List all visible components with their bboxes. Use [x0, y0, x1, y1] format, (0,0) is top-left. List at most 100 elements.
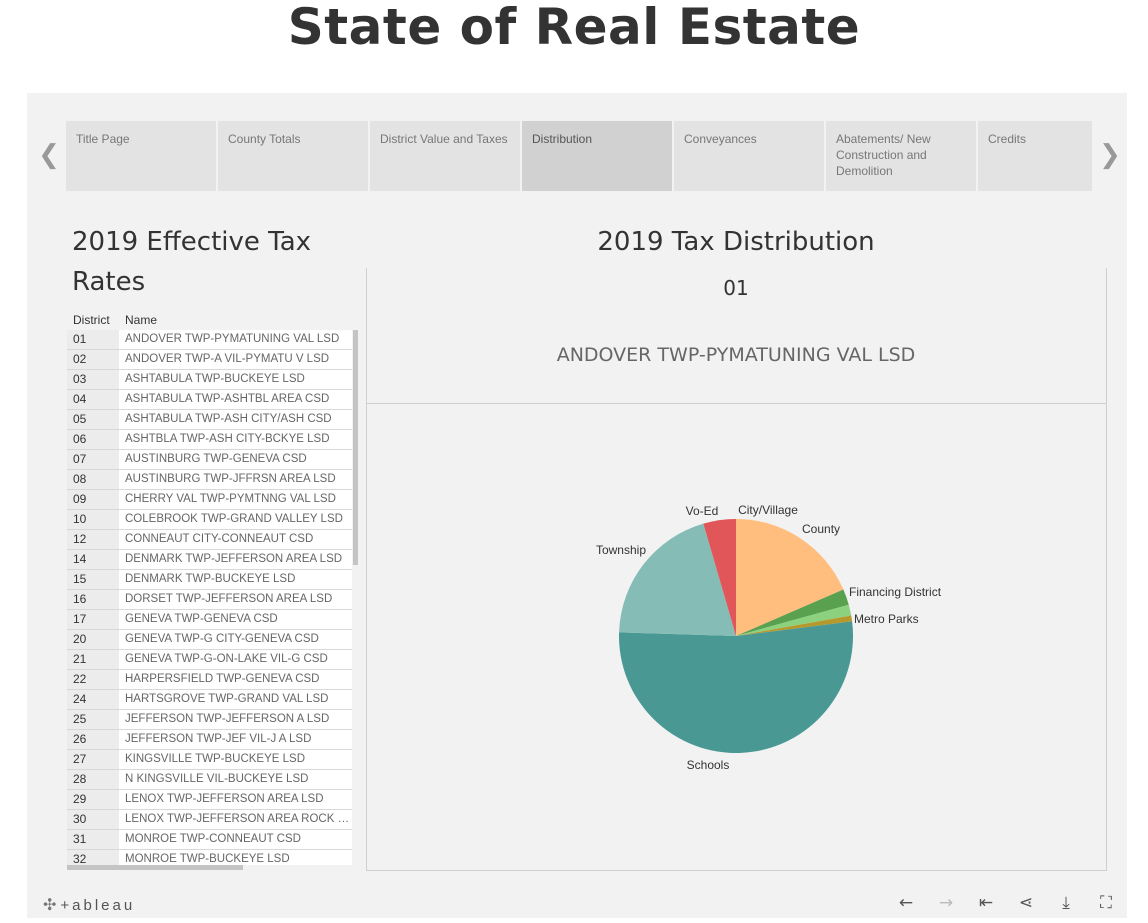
district-code-cell: 27 [67, 750, 119, 769]
pie-slice-metro-parks[interactable] [736, 604, 852, 636]
table-row[interactable]: 15 DENMARK TWP-BUCKEYE LSD [67, 570, 352, 590]
column-header-name: Name [125, 313, 158, 327]
district-code-cell: 08 [67, 470, 119, 489]
pie-slice-township[interactable] [619, 523, 736, 636]
pie-label: Schools [687, 758, 730, 772]
chevron-left-icon[interactable]: ❮ [38, 140, 60, 170]
table-row[interactable]: 25 JEFFERSON TWP-JEFFERSON A LSD [67, 710, 352, 730]
district-name-cell: CONNEAUT CITY-CONNEAUT CSD [125, 533, 314, 545]
selected-district-name: ANDOVER TWP-PYMATUNING VAL LSD [556, 344, 916, 366]
horizontal-scrollbar[interactable] [67, 865, 243, 870]
district-code-cell: 12 [67, 530, 119, 549]
chevron-right-icon[interactable]: ❯ [1099, 140, 1121, 170]
table-row[interactable]: 24 HARTSGROVE TWP-GRAND VAL LSD [67, 690, 352, 710]
story-nav-tabs: Title Page County Totals District Value … [66, 121, 1092, 191]
table-row[interactable]: 26 JEFFERSON TWP-JEF VIL-J A LSD [67, 730, 352, 750]
district-code-cell: 26 [67, 730, 119, 749]
panel-divider [366, 403, 1107, 404]
table-row[interactable]: 16 DORSET TWP-JEFFERSON AREA LSD [67, 590, 352, 610]
pie-label: Township [596, 543, 646, 557]
district-name-cell: LENOX TWP-JEFFERSON AREA LSD [125, 793, 324, 805]
district-code-cell: 16 [67, 590, 119, 609]
district-name-cell: DENMARK TWP-JEFFERSON AREA LSD [125, 553, 343, 565]
table-row[interactable]: 06 ASHTBLA TWP-ASH CITY-BCKYE LSD [67, 430, 352, 450]
table-row[interactable]: 08 AUSTINBURG TWP-JFFRSN AREA LSD [67, 470, 352, 490]
district-code-cell: 22 [67, 670, 119, 689]
table-row[interactable]: 07 AUSTINBURG TWP-GENEVA CSD [67, 450, 352, 470]
revert-icon[interactable]: ⇤ [978, 893, 994, 913]
district-name-cell: JEFFERSON TWP-JEFFERSON A LSD [125, 713, 330, 725]
tab-conveyances[interactable]: Conveyances [674, 121, 824, 191]
district-code-cell: 05 [67, 410, 119, 429]
rates-table: 01 ANDOVER TWP-PYMATUNING VAL LSD 02 ANDOVE… [67, 330, 352, 865]
tab-county-totals[interactable]: County Totals [218, 121, 368, 191]
pie-slice-other[interactable] [736, 615, 853, 636]
district-name-cell: KINGSVILLE TWP-BUCKEYE LSD [125, 753, 306, 765]
district-name-cell: ASHTBLA TWP-ASH CITY-BCKYE LSD [125, 433, 330, 445]
table-row[interactable]: 29 LENOX TWP-JEFFERSON AREA LSD [67, 790, 352, 810]
district-name-cell: DENMARK TWP-BUCKEYE LSD [125, 573, 296, 585]
district-name-cell: ASHTABULA TWP-BUCKEYE LSD [125, 373, 305, 385]
district-name-cell: GENEVA TWP-G-ON-LAKE VIL-G CSD [125, 653, 328, 665]
district-code-cell: 04 [67, 390, 119, 409]
district-name-cell: COLEBROOK TWP-GRAND VALLEY LSD [125, 513, 343, 525]
tab-credits[interactable]: Credits [978, 121, 1092, 191]
fullscreen-icon[interactable]: ⛶ [1100, 893, 1112, 913]
table-row[interactable]: 12 CONNEAUT CITY-CONNEAUT CSD [67, 530, 352, 550]
distribution-title: 2019 Tax Distribution [597, 227, 875, 257]
pie-slice-financing-district[interactable] [736, 589, 849, 636]
table-row[interactable]: 04 ASHTABULA TWP-ASHTBL AREA CSD [67, 390, 352, 410]
download-icon[interactable]: ⤓ [1062, 893, 1070, 913]
pie-label: Metro Parks [854, 612, 919, 626]
undo-icon[interactable]: ← [898, 893, 914, 913]
table-row[interactable]: 22 HARPERSFIELD TWP-GENEVA CSD [67, 670, 352, 690]
page-title: State of Real Estate [287, 0, 861, 56]
column-header-district: District [73, 313, 110, 327]
table-row[interactable]: 30 LENOX TWP-JEFFERSON AREA ROCK C.. [67, 810, 352, 830]
district-name-cell: N KINGSVILLE VIL-BUCKEYE LSD [125, 773, 309, 785]
district-code-cell: 10 [67, 510, 119, 529]
table-row[interactable]: 21 GENEVA TWP-G-ON-LAKE VIL-G CSD [67, 650, 352, 670]
pie-slice-vo-ed[interactable] [703, 519, 736, 636]
table-row[interactable]: 09 CHERRY VAL TWP-PYMTNNG VAL LSD [67, 490, 352, 510]
panel-border-right [1106, 268, 1107, 871]
table-row[interactable]: 03 ASHTABULA TWP-BUCKEYE LSD [67, 370, 352, 390]
district-code-cell: 01 [67, 330, 119, 349]
selected-district-code: 01 [723, 276, 749, 300]
pie-slice-county[interactable] [736, 519, 844, 636]
rates-title: 2019 Effective Tax Rates [72, 227, 312, 297]
district-name-cell: AUSTINBURG TWP-JFFRSN AREA LSD [125, 473, 336, 485]
table-row[interactable]: 20 GENEVA TWP-G CITY-GENEVA CSD [67, 630, 352, 650]
table-row[interactable]: 01 ANDOVER TWP-PYMATUNING VAL LSD [67, 330, 352, 350]
district-name-cell: DORSET TWP-JEFFERSON AREA LSD [125, 593, 333, 605]
tab-distribution[interactable]: Distribution [522, 121, 672, 191]
vertical-scrollbar[interactable] [353, 330, 358, 565]
district-name-cell: ANDOVER TWP-A VIL-PYMATU V LSD [125, 353, 330, 365]
table-row[interactable]: 32 MONROE TWP-BUCKEYE LSD [67, 850, 352, 865]
tableau-logo-icon[interactable]: ✣ +ableau [43, 897, 136, 914]
share-icon[interactable]: ⋖ [1018, 893, 1034, 913]
table-row[interactable]: 10 COLEBROOK TWP-GRAND VALLEY LSD [67, 510, 352, 530]
district-code-cell: 20 [67, 630, 119, 649]
table-row[interactable]: 31 MONROE TWP-CONNEAUT CSD [67, 830, 352, 850]
district-name-cell: LENOX TWP-JEFFERSON AREA ROCK C.. [125, 813, 352, 825]
district-name-cell: AUSTINBURG TWP-GENEVA CSD [125, 453, 307, 465]
redo-icon[interactable]: → [938, 893, 954, 913]
district-code-cell: 25 [67, 710, 119, 729]
district-code-cell: 29 [67, 790, 119, 809]
district-name-cell: HARTSGROVE TWP-GRAND VAL LSD [125, 693, 329, 705]
tax-distribution-pie-chart: City/Village County Financing District Metr… [596, 503, 942, 772]
tab-title-page[interactable]: Title Page [66, 121, 216, 191]
tab-abatements[interactable]: Abatements/ New Construction and Demolit… [826, 121, 976, 191]
table-row[interactable]: 14 DENMARK TWP-JEFFERSON AREA LSD [67, 550, 352, 570]
table-row[interactable]: 05 ASHTABULA TWP-ASH CITY/ASH CSD [67, 410, 352, 430]
table-row[interactable]: 27 KINGSVILLE TWP-BUCKEYE LSD [67, 750, 352, 770]
district-code-cell: 15 [67, 570, 119, 589]
tab-district-value-and-taxes[interactable]: District Value and Taxes [370, 121, 520, 191]
table-row[interactable]: 17 GENEVA TWP-GENEVA CSD [67, 610, 352, 630]
district-name-cell: GENEVA TWP-G CITY-GENEVA CSD [125, 633, 319, 645]
table-row[interactable]: 02 ANDOVER TWP-A VIL-PYMATU V LSD [67, 350, 352, 370]
pie-label: Financing District [849, 585, 942, 599]
pie-slice-schools[interactable] [619, 621, 853, 754]
table-row[interactable]: 28 N KINGSVILLE VIL-BUCKEYE LSD [67, 770, 352, 790]
